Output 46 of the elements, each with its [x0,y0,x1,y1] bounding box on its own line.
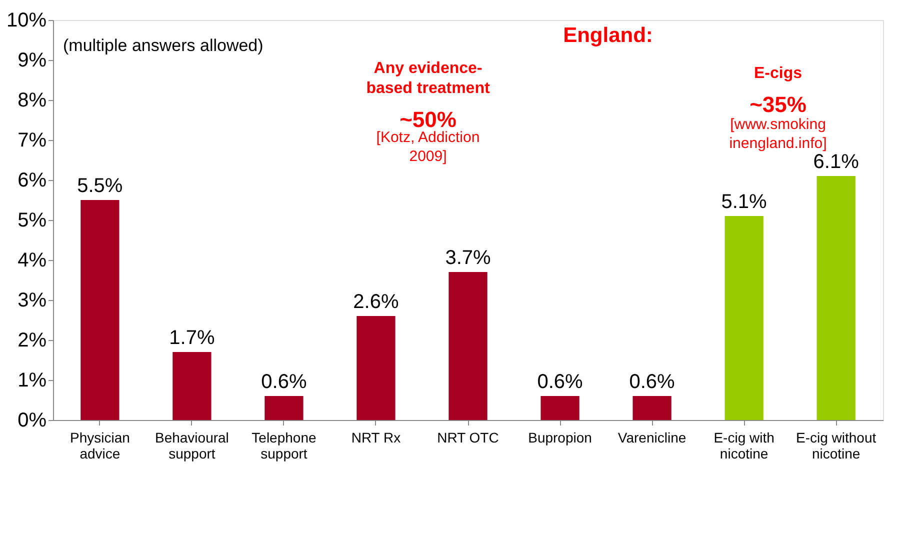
annotation: E-cigs [754,65,802,82]
data-label: 5.1% [721,191,768,213]
y-tick-label: 0% [18,410,47,432]
bar [448,272,488,420]
y-tick-label: 9% [18,50,47,72]
y-tick-label: 4% [18,250,47,272]
annotation: [Kotz, Addiction 2009] [376,129,480,165]
annotation: ~35% [750,92,806,117]
data-label: 0.6% [261,371,307,393]
y-tick-label: 1% [18,370,47,392]
y-tick-label: 7% [18,130,47,152]
x-tick-label: NRT OTC [437,430,499,446]
annotation: England: [563,24,653,47]
y-tick-label: 5% [18,210,47,232]
bar [816,176,856,420]
x-tick-label: Bupropion [528,430,592,446]
annotation: (multiple answers allowed) [63,36,264,55]
annotation: ~50% [400,107,456,132]
bar [724,216,764,420]
y-tick-label: 6% [18,170,47,192]
annotation: [www.smoking inengland.info] [729,116,827,152]
x-tick-label: E-cig with nicotine [714,430,774,462]
y-tick-label: 2% [18,330,47,352]
y-tick-label: 8% [18,90,47,112]
data-label: 5.5% [77,175,123,197]
data-label: 3.7% [445,247,492,269]
data-label: 2.6% [353,291,399,313]
x-tick-label: Varenicline [618,430,686,446]
annotation: Any evidence- based treatment [366,60,490,97]
data-label: 6.1% [813,151,860,173]
x-tick-label: E-cig without nicotine [796,430,876,462]
x-tick-label: Physician advice [70,430,130,462]
x-tick-label: Telephone support [252,430,316,462]
bar [356,316,396,420]
data-label: 0.6% [537,371,584,393]
x-tick-label: Behavioural support [154,430,229,462]
x-tick-label: NRT Rx [351,430,401,446]
bar [264,396,304,420]
bar [540,396,580,420]
bar [172,352,212,420]
data-label: 1.7% [169,327,215,349]
y-tick-label: 3% [18,290,47,312]
data-label: 0.6% [629,371,676,393]
bar [632,396,672,420]
y-tick-label: 10% [6,10,47,32]
bar [80,200,120,420]
